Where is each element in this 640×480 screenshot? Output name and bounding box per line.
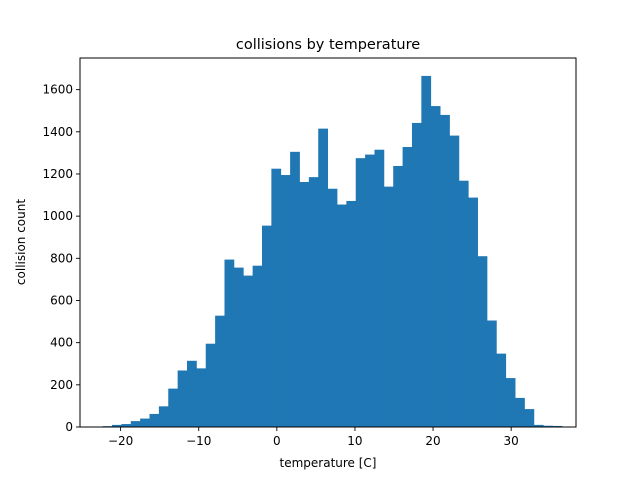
histogram-bar (121, 424, 132, 427)
histogram-bar (149, 413, 160, 427)
y-tick-label: 800 (50, 251, 73, 265)
histogram-bar (158, 406, 169, 427)
y-tick-label: 1600 (42, 83, 73, 97)
histogram-bar (533, 424, 544, 427)
histogram-bar (327, 188, 338, 427)
histogram-bar (496, 353, 507, 427)
y-tick-label: 200 (50, 378, 73, 392)
x-tick-label: 10 (347, 434, 362, 448)
histogram-bar (243, 275, 254, 427)
histogram-bar (112, 424, 122, 427)
histogram-bar (449, 135, 460, 427)
histogram-bar (383, 186, 394, 427)
histogram-bar (411, 122, 422, 427)
histogram-bar (140, 418, 150, 427)
x-tick-label: −10 (186, 434, 211, 448)
histogram-bar (177, 370, 188, 427)
x-axis-ticks: −20 −10 0 10 20 30 (108, 427, 519, 448)
histogram-bar (393, 165, 403, 427)
histogram-bar (477, 256, 488, 427)
histogram-bar (233, 267, 244, 427)
x-tick-label: 20 (425, 434, 440, 448)
histogram-bar (365, 154, 375, 427)
bars-group (102, 75, 563, 428)
histogram-bar (458, 180, 469, 427)
histogram-bar (290, 151, 300, 427)
histogram-bar (430, 106, 441, 427)
histogram-bar (486, 320, 497, 427)
histogram-bar (543, 425, 553, 427)
histogram-bar (196, 368, 207, 427)
histogram-bar (261, 225, 272, 427)
histogram-bar (187, 360, 197, 427)
histogram-bar (346, 200, 357, 427)
x-tick-label: 30 (504, 434, 519, 448)
x-axis-title: temperature [C] (280, 456, 377, 470)
histogram-bar (336, 204, 347, 427)
y-tick-label: 1000 (42, 209, 73, 223)
y-tick-label: 600 (50, 293, 73, 307)
histogram-bar (224, 259, 235, 427)
histogram-bar (205, 343, 216, 427)
histogram-bar (421, 75, 432, 428)
x-tick-label: −20 (108, 434, 133, 448)
plot-frame (79, 57, 577, 428)
histogram-bar (271, 168, 282, 427)
histogram-bar (468, 197, 478, 427)
histogram-bar (440, 114, 450, 427)
histogram-bar (168, 388, 179, 427)
x-tick-label: 0 (273, 434, 281, 448)
y-axis-ticks: 0 200 400 600 800 1000 1200 1400 1600 (42, 83, 80, 434)
histogram-bar (374, 149, 385, 428)
histogram-bar (524, 409, 535, 427)
histogram-bar (552, 425, 563, 427)
histogram-bar (308, 177, 319, 427)
histogram-bar (505, 378, 516, 427)
histogram-bar (130, 421, 141, 427)
histogram-bar (215, 315, 225, 427)
histogram-bar (318, 128, 329, 427)
histogram-bar (355, 158, 366, 427)
chart-title: collisions by temperature (236, 37, 420, 53)
histogram-bar (280, 175, 291, 427)
y-tick-label: 1400 (42, 125, 73, 139)
histogram-bar (299, 181, 310, 427)
histogram-bar (402, 146, 413, 427)
y-axis-title: collision count (14, 199, 28, 285)
y-tick-label: 0 (65, 420, 73, 434)
histogram-bar (252, 265, 263, 427)
histogram-bar (515, 397, 525, 427)
y-tick-label: 1200 (42, 167, 73, 181)
y-tick-label: 400 (50, 336, 73, 350)
